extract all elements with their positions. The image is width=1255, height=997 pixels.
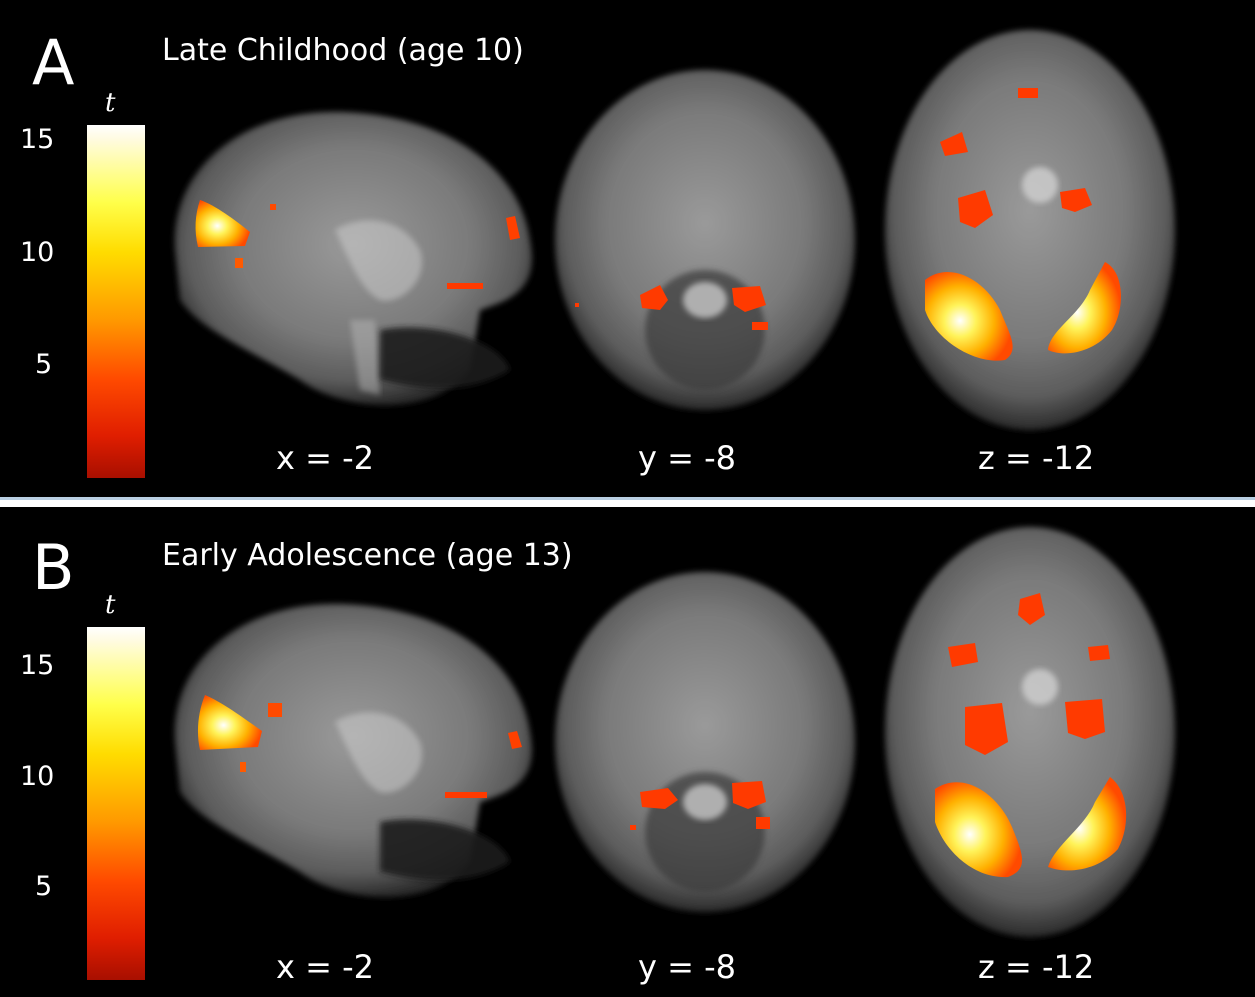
panel-letter: A — [32, 26, 75, 99]
sagittal-slice-a — [174, 111, 532, 406]
coronal-slice-a — [555, 70, 855, 410]
panel-title: Late Childhood (age 10) — [162, 33, 524, 68]
colorbar-symbol: t — [105, 88, 116, 118]
panel-letter: B — [32, 531, 75, 604]
coronal-coordinate-label: y = -8 — [638, 948, 736, 986]
colorbar-tick-5: 5 — [35, 871, 53, 902]
brain-slices-b — [174, 527, 1175, 937]
colorbar-tick-10: 10 — [20, 761, 55, 792]
colorbar-tick-15: 15 — [20, 124, 55, 155]
panel-divider — [0, 500, 1255, 507]
axial-coordinate-label: z = -12 — [978, 948, 1095, 986]
colorbar-tick-10: 10 — [20, 237, 55, 268]
panel-a: A Late Childhood (age 10) t 15 10 5 x = … — [0, 0, 1255, 500]
colorbar — [87, 627, 145, 980]
brain-slices-a — [174, 30, 1175, 430]
axial-coordinate-label: z = -12 — [978, 439, 1095, 477]
colorbar-symbol: t — [105, 590, 116, 620]
coronal-slice-b — [555, 572, 855, 912]
axial-slice-a — [885, 30, 1175, 430]
colorbar — [87, 125, 145, 478]
panel-title: Early Adolescence (age 13) — [162, 538, 573, 573]
axial-slice-b — [885, 527, 1175, 937]
sagittal-coordinate-label: x = -2 — [276, 948, 374, 986]
panel-b: B Early Adolescence (age 13) t 15 10 5 x… — [0, 507, 1255, 997]
sagittal-coordinate-label: x = -2 — [276, 439, 374, 477]
sagittal-slice-b — [174, 603, 532, 897]
colorbar-tick-15: 15 — [20, 650, 55, 681]
colorbar-tick-5: 5 — [35, 349, 53, 380]
coronal-coordinate-label: y = -8 — [638, 439, 736, 477]
